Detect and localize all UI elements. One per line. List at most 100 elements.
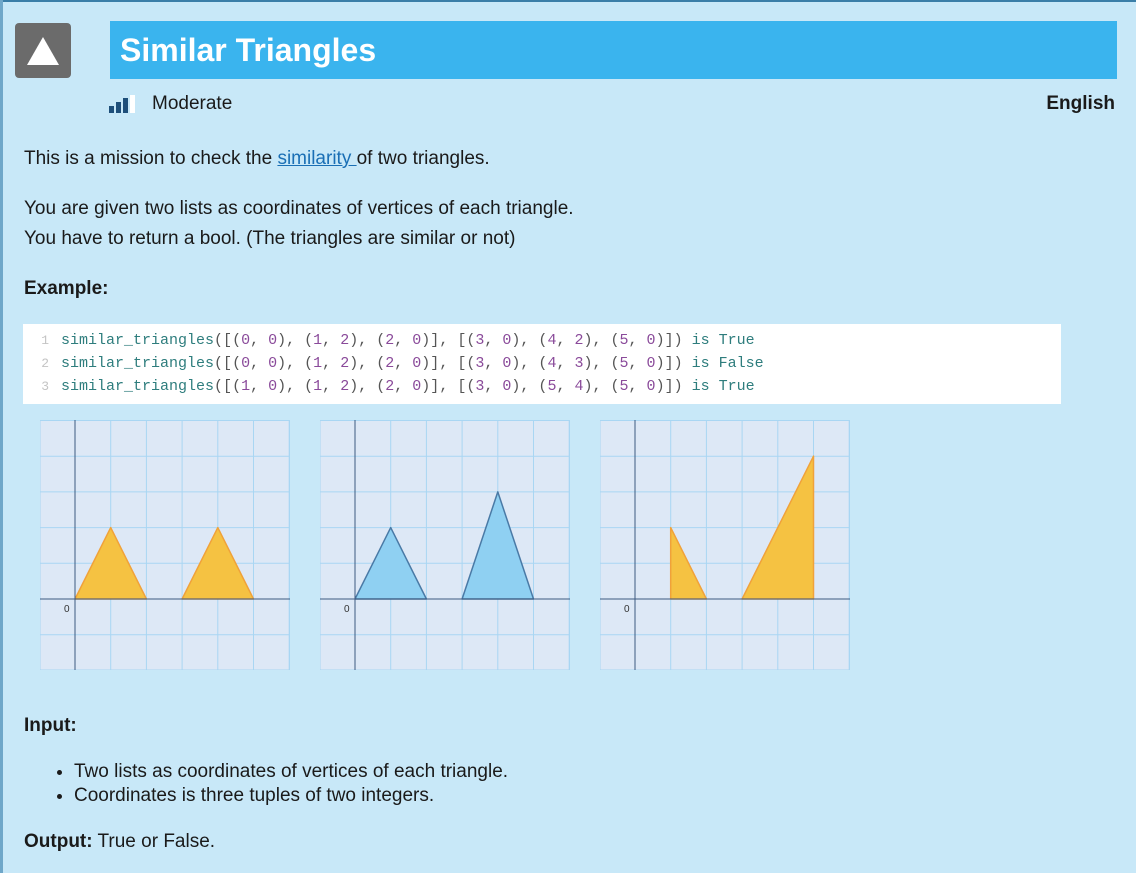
origin-label: 0 (344, 604, 350, 615)
code-punct: ), (583, 355, 611, 372)
code-example: 1 similar_triangles([(0, 0), (1, 2), (2, … (23, 324, 1061, 404)
origin-label: 0 (64, 604, 70, 615)
code-punct: ( (232, 378, 242, 395)
coordinate-grid: 0 (40, 420, 290, 670)
code-punct: ] (430, 355, 440, 372)
code-punct: ), (511, 332, 539, 349)
left-border (0, 0, 3, 873)
code-punct: , (439, 378, 458, 395)
code-number: 4 (547, 332, 557, 349)
example-heading: Example: (24, 278, 109, 299)
code-punct: ( (304, 378, 314, 395)
code-keyword: is (691, 355, 710, 372)
code-number: 0 (502, 332, 512, 349)
code-number: 5 (547, 378, 557, 395)
code-punct: ( (214, 332, 224, 349)
code-punct: , (394, 355, 413, 372)
code-keyword: is (691, 378, 710, 395)
code-punct: ( (538, 378, 548, 395)
code-punct (710, 352, 719, 375)
code-punct: , (628, 378, 647, 395)
language-selector[interactable]: English (1046, 93, 1115, 114)
code-number: 0 (268, 332, 278, 349)
title-bar: Similar Triangles (110, 21, 1117, 79)
code-punct: , (556, 378, 575, 395)
code-punct: ) (421, 378, 431, 395)
code-punct: ), (349, 332, 377, 349)
grid-background (40, 420, 290, 670)
code-number: 0 (241, 355, 251, 372)
code-punct: ] (664, 332, 674, 349)
difficulty-bars-icon (109, 95, 135, 113)
output-heading: Output: (24, 831, 93, 852)
page-title: Similar Triangles (120, 32, 377, 68)
code-function: similar_triangles (61, 355, 215, 372)
input-list: Two lists as coordinates of vertices of … (24, 760, 508, 808)
code-number: 1 (313, 355, 323, 372)
code-punct: , (322, 378, 341, 395)
code-punct: [ (223, 378, 233, 395)
code-punct: ( (304, 355, 314, 372)
code-punct: [ (457, 332, 467, 349)
code-punct: ] (430, 378, 440, 395)
code-punct: ( (376, 355, 386, 372)
code-punct: ), (511, 378, 539, 395)
code-number: 5 (619, 355, 629, 372)
code-number: 2 (340, 332, 350, 349)
code-punct: [ (223, 355, 233, 372)
origin-label: 0 (624, 604, 630, 615)
code-punct: ( (466, 355, 476, 372)
difficulty: Moderate (109, 91, 232, 117)
description-line-1: You are given two lists as coordinates o… (24, 198, 574, 219)
code-number: 0 (502, 355, 512, 372)
code-number: 4 (547, 355, 557, 372)
code-function: similar_triangles (61, 332, 215, 349)
code-number: 3 (475, 378, 485, 395)
code-punct: ( (538, 332, 548, 349)
intro-text: This is a mission to check the similarit… (24, 144, 490, 174)
code-line: 1 similar_triangles([(0, 0), (1, 2), (2, … (23, 329, 1061, 352)
code-punct: ] (430, 332, 440, 349)
code-punct (710, 329, 719, 352)
code-number: 0 (646, 332, 656, 349)
plot-3: 0 (600, 420, 850, 670)
code-result: True (718, 332, 755, 349)
line-number: 3 (41, 379, 49, 394)
code-result: True (718, 378, 755, 395)
code-number: 0 (241, 332, 251, 349)
code-number: 0 (412, 355, 422, 372)
code-number: 4 (574, 378, 584, 395)
input-heading: Input: (24, 715, 77, 736)
intro-suffix: of two triangles. (356, 148, 490, 169)
code-punct: ), (349, 378, 377, 395)
code-punct: ), (583, 332, 611, 349)
code-punct: ) (673, 378, 692, 395)
code-punct: ( (214, 378, 224, 395)
code-punct: , (250, 355, 269, 372)
code-punct: , (394, 332, 413, 349)
code-line: 2 similar_triangles([(0, 0), (1, 2), (2, … (23, 352, 1061, 375)
code-punct: , (484, 332, 503, 349)
code-punct: ( (466, 332, 476, 349)
similarity-link[interactable]: similarity (277, 148, 357, 169)
code-punct: , (322, 355, 341, 372)
list-item: Coordinates is three tuples of two integ… (74, 784, 508, 808)
plot-1: 0 (40, 420, 290, 670)
code-punct: ( (214, 355, 224, 372)
code-number: 2 (340, 355, 350, 372)
mission-logo (15, 23, 71, 78)
code-number: 3 (574, 355, 584, 372)
triangle-icon (27, 36, 59, 65)
code-punct: ( (466, 378, 476, 395)
code-punct: ( (376, 332, 386, 349)
code-punct: ( (610, 355, 620, 372)
code-number: 3 (475, 355, 485, 372)
code-line: 3 similar_triangles([(1, 0), (1, 2), (2, … (23, 375, 1061, 398)
line-number: 1 (41, 333, 49, 348)
code-punct: ) (421, 332, 431, 349)
code-punct: , (628, 355, 647, 372)
code-punct: , (556, 355, 575, 372)
code-punct: ) (673, 332, 692, 349)
code-number: 2 (385, 332, 395, 349)
code-number: 2 (385, 378, 395, 395)
